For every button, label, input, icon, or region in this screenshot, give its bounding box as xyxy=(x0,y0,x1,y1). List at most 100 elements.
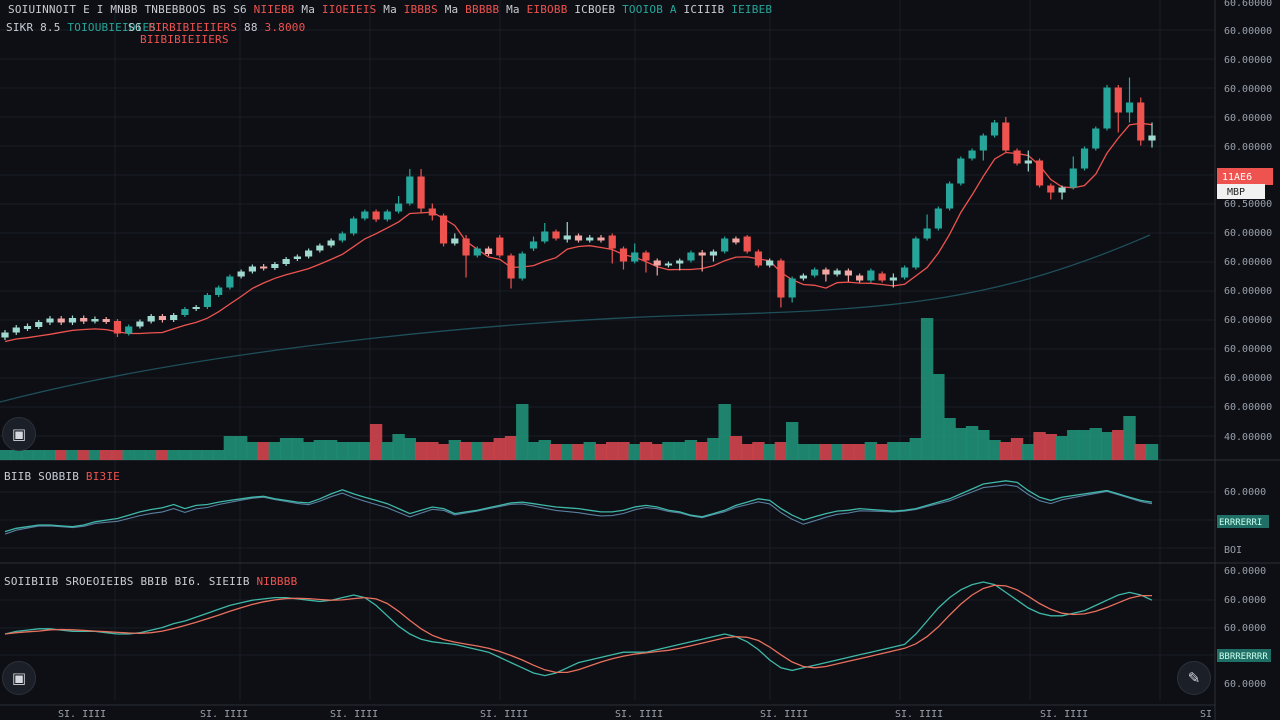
current-price-tag-alt xyxy=(1217,184,1265,199)
candle-body xyxy=(361,211,369,219)
screenshot-button-bottom[interactable]: ▣ xyxy=(2,661,36,695)
legend-green-value: TOIOUBIEIOIES xyxy=(67,21,157,34)
volume-bar xyxy=(493,438,506,460)
volume-bar xyxy=(932,374,945,460)
volume-bar xyxy=(1055,436,1069,460)
candle-body xyxy=(923,228,931,239)
candle-body xyxy=(1148,135,1156,141)
volume-bar xyxy=(1033,432,1046,460)
volume-bar xyxy=(752,442,765,460)
legend-item: IEIBEB xyxy=(731,3,773,16)
volume-bar xyxy=(1100,432,1114,460)
candle-body xyxy=(46,318,54,323)
volume-bar xyxy=(988,440,1001,460)
candle-body xyxy=(237,271,245,277)
candle-body xyxy=(203,295,212,307)
candle-body xyxy=(1092,128,1100,149)
legend-item: TOOIOB A xyxy=(622,3,684,16)
candle-body xyxy=(338,233,346,241)
time-axis-label: SI. IIII xyxy=(200,709,248,720)
candle-body xyxy=(383,211,391,220)
volume-bar xyxy=(853,444,866,460)
volume-bar xyxy=(414,442,428,460)
volume-bar xyxy=(358,442,372,460)
volume-bar xyxy=(842,444,855,460)
volume-bar xyxy=(392,434,405,460)
draw-icon: ✎ xyxy=(1187,669,1201,687)
volume-bar xyxy=(279,438,293,460)
candle-body xyxy=(1002,122,1010,151)
candle-body xyxy=(732,238,740,243)
price-axis-label: 60.00000 xyxy=(1224,402,1272,413)
macd-panel xyxy=(4,581,1153,677)
drawing-tools-button[interactable]: ✎ xyxy=(1177,661,1211,695)
candle-body xyxy=(586,237,594,241)
volume-bar xyxy=(606,442,619,460)
volume-bar xyxy=(403,438,417,460)
candle-body xyxy=(597,237,605,241)
candle-body xyxy=(574,235,583,241)
price-axis-label: 60.00000 xyxy=(1224,344,1272,355)
volume-bar xyxy=(673,442,686,460)
volume-bar xyxy=(268,442,282,460)
candle-body xyxy=(1047,185,1055,193)
legend-ticker-name: S6 xyxy=(128,21,142,34)
legend-ticker: S6 BIRBIBIEIIERS 88 3.8000 xyxy=(128,21,305,34)
volume-bar xyxy=(88,450,102,460)
panel2-sub: SOBBIB xyxy=(38,470,80,483)
candle-body xyxy=(316,245,324,251)
volume-bar xyxy=(516,404,529,460)
volume-bar xyxy=(909,438,923,460)
legend-item: NIIEBB xyxy=(253,3,302,16)
volume-bar xyxy=(471,442,484,460)
volume-bar xyxy=(740,444,754,460)
legend-val: 88 xyxy=(244,21,258,34)
volume-bar xyxy=(774,442,788,460)
volume-bar xyxy=(1112,430,1125,460)
candle-body xyxy=(192,307,200,309)
panel2-tag xyxy=(1217,515,1269,528)
legend-item: E I xyxy=(83,3,111,16)
legend-item: IBBBS xyxy=(403,3,445,16)
candle-body xyxy=(473,248,481,256)
candle-body xyxy=(439,215,448,244)
camera-icon: ▣ xyxy=(11,669,27,687)
candle-body xyxy=(496,237,504,256)
panel2-axis-label: BOI xyxy=(1224,545,1242,556)
volume-bar xyxy=(763,444,776,460)
volume-bar xyxy=(954,428,968,460)
volume-bar xyxy=(347,442,360,460)
candle-body xyxy=(1069,168,1077,188)
volume-bar xyxy=(1145,444,1159,460)
volume-bar xyxy=(1022,444,1035,460)
volume-bar xyxy=(313,440,327,460)
price-axis-label: 60.00000 xyxy=(1224,55,1272,66)
volume-bar xyxy=(898,442,911,460)
volume-bar xyxy=(1123,416,1136,460)
volume-bar xyxy=(212,450,225,460)
legend-red-value-2: BIIBIBIEIIERS xyxy=(140,33,229,46)
volume-bar xyxy=(538,440,551,460)
candle-body xyxy=(406,176,414,204)
volume-bar xyxy=(1067,430,1080,460)
candle-body xyxy=(687,252,695,261)
legend-symbol: SIKR 8.5 xyxy=(6,21,61,34)
volume-bar xyxy=(21,450,34,460)
volume-bar xyxy=(291,438,304,460)
volume-bar xyxy=(55,450,68,460)
volume-bar xyxy=(684,440,698,460)
panel3-tag-text: BBRRERRRR xyxy=(1219,652,1268,662)
candle-body xyxy=(856,275,864,281)
candle-body xyxy=(349,218,358,234)
candle-body xyxy=(181,309,189,315)
volume-bar xyxy=(797,444,810,460)
price-axis-label: 60.00000 xyxy=(1224,84,1272,95)
screenshot-button[interactable]: ▣ xyxy=(2,417,36,451)
panel2-name: BIIB xyxy=(4,470,32,483)
volume-bar xyxy=(302,442,315,460)
panel3-val2: SIEIIB xyxy=(208,575,250,588)
volume-bar xyxy=(111,450,124,460)
volume-bar xyxy=(864,442,878,460)
volume-bar xyxy=(977,430,990,460)
volume-bar xyxy=(572,444,585,460)
